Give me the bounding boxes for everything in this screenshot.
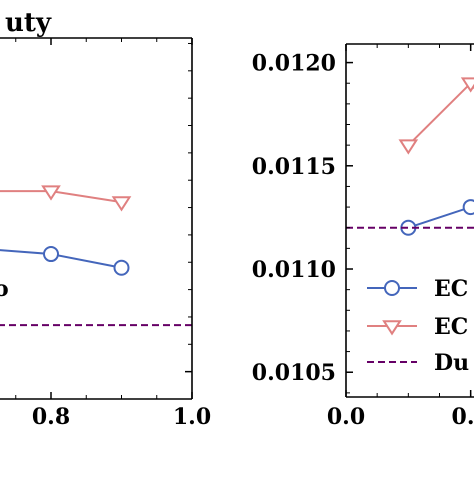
right-ytick-label-1: 0.0110 xyxy=(252,257,336,283)
left-series-1-point-2 xyxy=(41,185,61,201)
left-xtick-label-1: 0.8 xyxy=(32,404,70,430)
right-series-1-point-0 xyxy=(398,139,419,155)
right-legend: EC EC Du xyxy=(367,276,469,376)
left-series-0-point-3 xyxy=(113,259,130,276)
left-subplot: uty 0.60.81.0o xyxy=(0,8,211,430)
right-ytick-label-0: 0.0105 xyxy=(252,360,336,386)
right-xtick-label-0: 0.0 xyxy=(327,404,365,430)
legend-label-1: EC xyxy=(434,314,468,340)
right-series-0-line xyxy=(408,205,474,229)
left-series-0-line xyxy=(0,249,122,269)
right-series-0-point-1 xyxy=(462,199,474,216)
left-xtick-label-2: 1.0 xyxy=(173,404,211,430)
left-chart-title: uty xyxy=(5,8,52,38)
right-series-1-line xyxy=(407,81,474,146)
right-series-1-point-1 xyxy=(460,77,474,93)
left-series-0-point-2 xyxy=(43,246,59,263)
left-series-1-point-3 xyxy=(111,196,132,212)
legend-marker-0 xyxy=(384,280,400,296)
legend-label-2: Du xyxy=(434,350,469,376)
left-plot-area xyxy=(0,185,192,327)
left-legend-fragment: o xyxy=(0,276,9,302)
legend-marker-1 xyxy=(382,320,402,336)
right-subplot: 0.0105 0.0110 0.0115 0.0120 0.0 0.2 EC EC Du xyxy=(252,43,474,430)
right-plot-area xyxy=(346,77,474,236)
legend-label-0: EC xyxy=(434,276,468,302)
left-series-1-line xyxy=(0,190,122,204)
right-ytick-label-2: 0.0115 xyxy=(252,154,336,180)
right-ytick-label-3: 0.0120 xyxy=(252,51,336,77)
right-xtick-label-1: 0.2 xyxy=(452,404,474,430)
